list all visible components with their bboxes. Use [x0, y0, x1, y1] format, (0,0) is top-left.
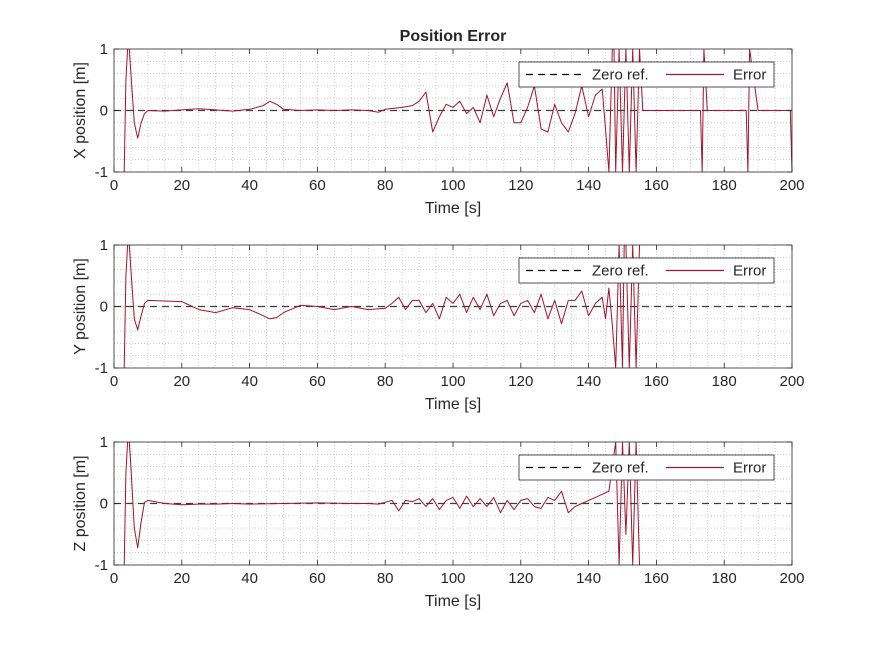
x-tick-label: 200: [779, 570, 804, 587]
legend-box: [518, 61, 775, 88]
ticks: [113, 48, 793, 173]
x-tick-label: 100: [440, 570, 465, 587]
legend-box: [518, 454, 775, 481]
x-tick-label: 20: [173, 373, 190, 390]
grid: [114, 49, 792, 172]
x-tick-label: 0: [110, 570, 118, 587]
x-tick-label: 180: [712, 570, 737, 587]
y-tick-label: -1: [95, 360, 108, 377]
x-tick-label: 160: [644, 177, 669, 194]
y-tick-label: -1: [95, 557, 108, 574]
x-tick-label: 180: [712, 177, 737, 194]
x-axis-label: Time [s]: [425, 200, 481, 217]
x-axis-label: Time [s]: [425, 593, 481, 610]
x-tick-label: 140: [576, 373, 601, 390]
data-layer: [114, 49, 792, 172]
series-error-line: [123, 245, 640, 368]
y-tick-label: 0: [100, 496, 108, 513]
y-tick-label: 1: [100, 434, 108, 451]
legend-zero-label: Zero ref.: [592, 67, 649, 84]
ticks: [113, 441, 793, 566]
x-tick-label: 0: [110, 177, 118, 194]
grid: [114, 245, 792, 368]
series-error-line: [123, 442, 640, 565]
series-error-line: [123, 49, 792, 172]
legend: Zero ref. Error: [518, 61, 775, 88]
x-tick-label: 40: [241, 373, 258, 390]
data-layer: [114, 245, 792, 368]
legend-error-label: Error: [733, 263, 766, 280]
x-tick-label: 100: [440, 373, 465, 390]
y-axis-label: Z position [m]: [72, 455, 89, 551]
figure-title: Position Error: [400, 28, 507, 45]
legend-zero-label: Zero ref.: [592, 263, 649, 280]
x-tick-label: 80: [377, 177, 394, 194]
x-tick-label: 120: [508, 177, 533, 194]
y-tick-label: 0: [100, 299, 108, 316]
x-tick-label: 120: [508, 570, 533, 587]
x-tick-label: 60: [309, 373, 326, 390]
x-tick-label: 160: [644, 570, 669, 587]
ticks: [113, 244, 793, 369]
y-tick-label: 1: [100, 237, 108, 254]
x-tick-label: 40: [241, 177, 258, 194]
y-axis-label: Y position [m]: [72, 258, 89, 355]
legend: Zero ref. Error: [518, 257, 775, 284]
legend-zero-label: Zero ref.: [592, 460, 649, 477]
x-tick-label: 200: [779, 177, 804, 194]
x-tick-label: 160: [644, 373, 669, 390]
x-tick-label: 100: [440, 177, 465, 194]
data-layer: [114, 442, 792, 565]
y-tick-label: -1: [95, 164, 108, 181]
x-tick-label: 0: [110, 373, 118, 390]
legend-box: [518, 257, 775, 284]
x-tick-label: 20: [173, 570, 190, 587]
x-tick-label: 120: [508, 373, 533, 390]
x-tick-label: 200: [779, 373, 804, 390]
x-tick-label: 60: [309, 570, 326, 587]
legend-error-label: Error: [733, 460, 766, 477]
y-tick-label: 0: [100, 103, 108, 120]
x-axis-label: Time [s]: [425, 396, 481, 413]
x-tick-label: 80: [377, 570, 394, 587]
legend-error-label: Error: [733, 67, 766, 84]
x-tick-label: 20: [173, 177, 190, 194]
x-tick-label: 40: [241, 570, 258, 587]
x-tick-label: 60: [309, 177, 326, 194]
x-tick-label: 180: [712, 373, 737, 390]
x-tick-label: 140: [576, 177, 601, 194]
x-tick-label: 80: [377, 373, 394, 390]
y-tick-label: 1: [100, 41, 108, 58]
y-axis-label: X position [m]: [72, 62, 89, 159]
x-tick-label: 140: [576, 570, 601, 587]
legend: Zero ref. Error: [518, 454, 775, 481]
